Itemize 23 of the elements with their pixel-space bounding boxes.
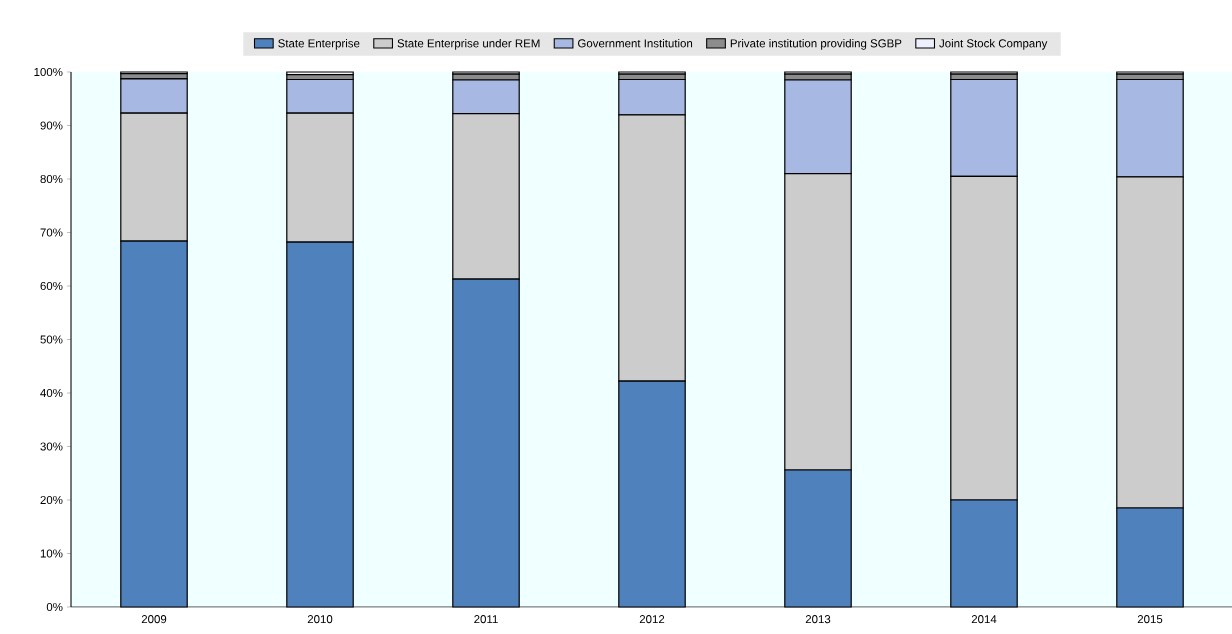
y-tick-label: 10%: [40, 549, 63, 558]
x-tick-label: 2010: [307, 615, 333, 624]
y-tick-label: 90%: [40, 121, 63, 130]
legend-label: State Enterprise under REM: [397, 38, 540, 50]
y-tick-label: 30%: [40, 442, 63, 451]
y-tick-label: 20%: [40, 495, 63, 505]
x-tick-label: 2011: [474, 615, 498, 624]
y-tick-label: 70%: [40, 228, 63, 237]
x-tick-label: 2014: [971, 615, 997, 624]
legend-label: State Enterprise: [278, 38, 360, 50]
y-tick-label: 80%: [40, 174, 63, 184]
x-tick-label: 2012: [639, 615, 665, 624]
x-tick-label: 2009: [141, 615, 167, 624]
y-tick-label: 40%: [40, 388, 63, 398]
legend-label: Government Institution: [578, 38, 693, 48]
y-tick-label: 100%: [34, 67, 63, 77]
y-tick-label: 50%: [40, 335, 63, 344]
x-tick-label: 2013: [805, 615, 831, 624]
y-tick-label: 60%: [40, 281, 63, 291]
legend-label: Joint Stock Company: [939, 38, 1048, 50]
legend-label: Private institution providing SGBP: [730, 38, 902, 50]
x-tick-label: 2015: [1137, 615, 1163, 624]
y-tick-label: 0%: [46, 602, 63, 612]
